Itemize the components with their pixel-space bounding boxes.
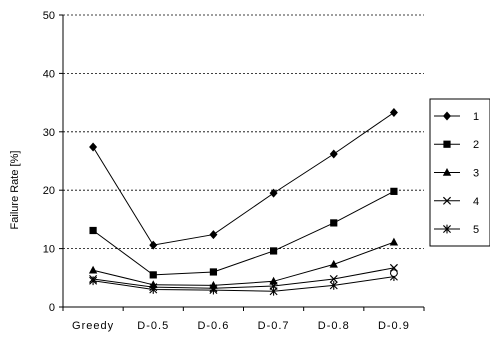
legend-marker-3 [442, 168, 452, 176]
legend-entry-2: 2 [434, 139, 479, 151]
legend-entry-1: 1 [434, 111, 479, 123]
series-line-4 [93, 267, 395, 289]
legend-label-5: 5 [473, 224, 479, 236]
data-point-3-D-0.8 [329, 259, 338, 268]
legend-marker-4 [442, 196, 452, 205]
y-axis-label: Failure Rate [%] [9, 151, 21, 230]
x-tick-label-Greedy: Greedy [72, 320, 114, 332]
series-layer [88, 108, 399, 296]
data-point-1-D-0.5 [149, 240, 158, 250]
series-5 [89, 272, 398, 296]
annotation-marker-0 [390, 269, 398, 278]
series-line-1 [92, 112, 395, 246]
data-point-2-Greedy [89, 226, 97, 235]
data-point-2-D-0.5 [149, 271, 157, 279]
series-1 [89, 108, 398, 250]
series-line-3 [92, 241, 395, 286]
data-point-5-D-0.7 [269, 286, 278, 296]
x-tick-label-D-0.7: D-0.7 [258, 320, 290, 332]
legend: 1 2 3 4 5 [429, 98, 490, 247]
y-tick-label-10: 10 [43, 244, 55, 256]
series-line-5 [93, 276, 394, 292]
data-point-5-D-0.6 [209, 285, 218, 295]
x-tick-label-D-0.8: D-0.8 [318, 320, 350, 332]
legend-label-2: 2 [473, 139, 479, 151]
series-3 [88, 237, 399, 289]
legend-entry-4: 4 [434, 196, 479, 208]
x-tick-label-D-0.5: D-0.5 [137, 320, 169, 332]
legend-label-4: 4 [473, 196, 479, 208]
data-point-5-Greedy [89, 276, 98, 286]
series-4 [89, 263, 398, 293]
data-point-3-Greedy [88, 265, 98, 274]
series-2 [89, 187, 398, 279]
legend-label-3: 3 [473, 168, 479, 180]
legend-entry-5: 5 [434, 224, 479, 236]
data-point-1-Greedy [89, 142, 98, 152]
x-tick-label-D-0.9: D-0.9 [378, 320, 410, 332]
data-point-1-D-0.6 [209, 230, 218, 240]
data-point-3-D-0.7 [269, 276, 278, 285]
data-point-1-D-0.9 [389, 108, 398, 118]
data-point-4-D-0.8 [329, 274, 338, 283]
y-tick-label-30: 30 [43, 127, 55, 139]
data-point-2-D-0.7 [269, 247, 278, 255]
tick-labels: 0 10 20 30 40 50 Greedy D-0.5 D-0.6 D-0.7 D-0.8 D-0… [43, 10, 410, 332]
y-tick-label-50: 50 [43, 10, 55, 22]
data-point-2-D-0.9 [390, 187, 398, 195]
grid-lines [63, 14, 424, 250]
data-point-2-D-0.6 [209, 268, 218, 276]
legend-marker-1 [443, 111, 451, 121]
series-line-2 [92, 190, 395, 276]
x-tick-label-D-0.6: D-0.6 [197, 320, 229, 332]
legend-entry-3: 3 [434, 168, 479, 180]
axes [59, 14, 425, 311]
data-point-3-D-0.9 [389, 237, 399, 246]
data-point-5-D-0.8 [329, 280, 338, 290]
y-tick-label-40: 40 [43, 68, 55, 80]
legend-label-1: 1 [473, 111, 479, 123]
y-tick-label-20: 20 [43, 185, 55, 197]
y-tick-label-0: 0 [49, 302, 55, 314]
data-point-3-D-0.5 [149, 280, 158, 289]
data-point-2-D-0.8 [330, 219, 338, 227]
data-point-1-D-0.8 [329, 149, 338, 159]
legend-marker-5 [443, 224, 451, 234]
legend-marker-2 [443, 140, 451, 148]
data-point-1-D-0.7 [269, 188, 278, 198]
data-point-5-D-0.5 [149, 285, 158, 294]
